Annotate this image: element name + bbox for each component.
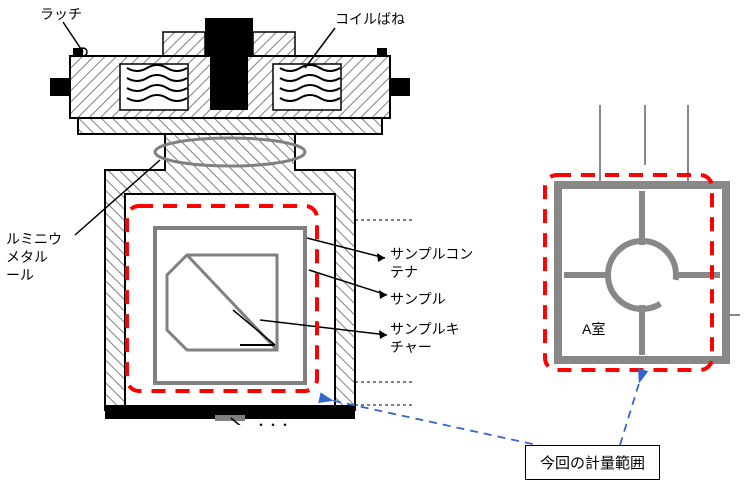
label-sample-container: サンプルコン テナ xyxy=(390,245,473,281)
label-aluminum-metal: ルミニウ メタル ール xyxy=(6,230,62,285)
label-latch: ラッチ xyxy=(40,5,82,23)
label-bottom: ・・・ xyxy=(255,418,291,434)
label-coil-spring: コイルばね xyxy=(335,10,405,28)
red-highlight-right xyxy=(538,168,738,388)
range-box: 今回の計量範囲 xyxy=(525,445,660,480)
label-a-room: A室 xyxy=(582,320,605,338)
label-sample: サンプル xyxy=(390,290,446,308)
red-highlight-left xyxy=(117,200,337,410)
diagram-canvas: ラッチ コイルばね ルミニウ メタル ール サンプルコン テナ サンプル サンプ… xyxy=(0,0,754,502)
label-sample-catcher: サンプルキ チャー xyxy=(390,320,460,356)
